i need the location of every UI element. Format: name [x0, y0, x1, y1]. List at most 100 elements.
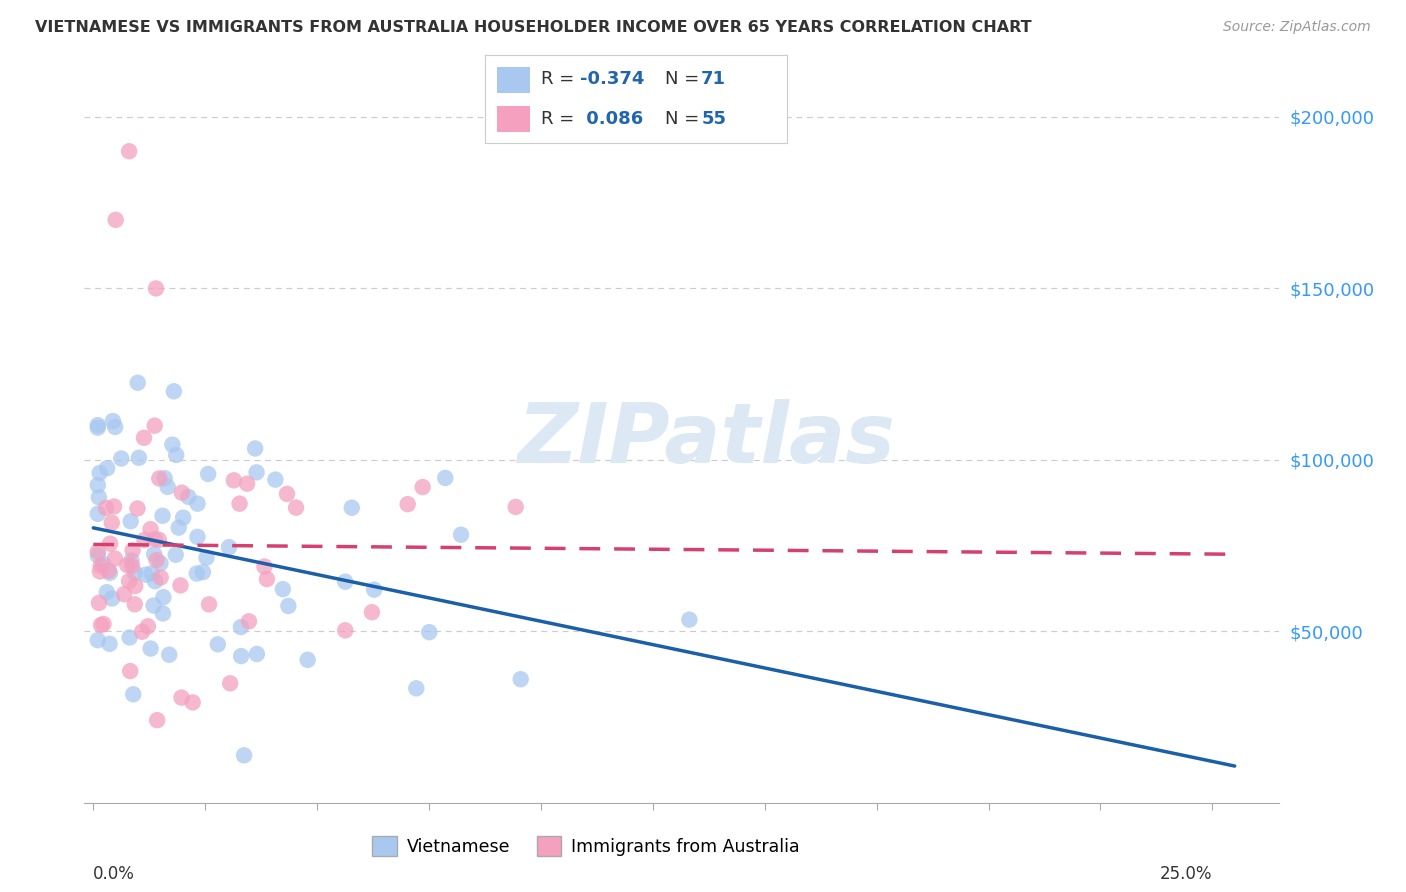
Point [131, 624, 153, 639]
Point [91, 557, 114, 571]
Point [118, 631, 141, 645]
Point [143, 533, 166, 547]
Point [253, 559, 276, 574]
Point [177, 490, 200, 504]
Text: ZIPatlas: ZIPatlas [517, 399, 894, 480]
Point [340, 500, 363, 515]
Point [222, 473, 245, 487]
Point [117, 558, 139, 573]
Point [87, 478, 110, 492]
Point [148, 471, 170, 485]
Point [170, 690, 193, 705]
Point [285, 500, 308, 515]
Point [136, 619, 159, 633]
Point [97, 564, 120, 578]
Point [187, 497, 209, 511]
Point [277, 599, 299, 613]
Point [678, 613, 700, 627]
Point [139, 522, 162, 536]
Text: N =: N = [665, 70, 704, 88]
Point [412, 480, 434, 494]
Point [141, 566, 163, 581]
Point [112, 587, 135, 601]
Point [121, 553, 143, 567]
Point [94, 500, 117, 515]
Point [233, 748, 256, 763]
Point [135, 567, 157, 582]
Text: 0.086: 0.086 [581, 110, 644, 128]
Point [124, 597, 146, 611]
Point [231, 649, 253, 664]
Point [256, 572, 278, 586]
Point [218, 540, 240, 554]
Point [172, 510, 194, 524]
Point [127, 376, 149, 390]
Point [124, 579, 146, 593]
Point [100, 516, 122, 530]
Point [509, 672, 531, 686]
Point [207, 637, 229, 651]
Point [87, 420, 110, 434]
Point [246, 647, 269, 661]
Point [104, 551, 127, 566]
Point [195, 550, 218, 565]
Point [89, 466, 111, 480]
Point [96, 461, 118, 475]
Point [229, 620, 252, 634]
Point [363, 582, 385, 597]
Point [165, 448, 187, 462]
Point [156, 480, 179, 494]
Point [98, 566, 121, 580]
Point [198, 598, 221, 612]
Point [335, 624, 357, 638]
Point [181, 695, 204, 709]
Point [87, 418, 110, 433]
Point [87, 490, 110, 504]
Point [121, 558, 143, 573]
Text: R =: R = [541, 70, 581, 88]
Point [118, 145, 141, 159]
Point [149, 570, 172, 584]
Text: N =: N = [665, 110, 704, 128]
Point [228, 497, 250, 511]
Point [149, 556, 172, 570]
Text: 71: 71 [702, 70, 727, 88]
Point [143, 574, 166, 589]
Point [505, 500, 527, 514]
Point [405, 681, 427, 696]
Point [93, 617, 115, 632]
Point [276, 487, 298, 501]
Point [145, 281, 167, 295]
Point [236, 476, 259, 491]
Text: 25.0%: 25.0% [1160, 864, 1212, 882]
Point [118, 574, 141, 589]
Point [104, 420, 127, 434]
Point [110, 451, 132, 466]
Point [163, 384, 186, 399]
Text: -0.374: -0.374 [581, 70, 645, 88]
Point [101, 414, 124, 428]
Point [186, 566, 208, 581]
Point [148, 533, 170, 547]
Point [146, 713, 169, 727]
Point [145, 553, 167, 567]
Point [152, 590, 174, 604]
Point [418, 625, 440, 640]
Point [245, 466, 267, 480]
Point [87, 507, 110, 521]
Point [122, 687, 145, 701]
Point [165, 548, 187, 562]
Text: R =: R = [541, 110, 581, 128]
Point [238, 615, 260, 629]
Point [103, 500, 125, 514]
Point [219, 676, 242, 690]
Point [96, 585, 118, 599]
Point [121, 543, 143, 558]
Point [152, 607, 174, 621]
Point [124, 566, 146, 580]
Text: 55: 55 [702, 110, 727, 128]
Legend: Vietnamese, Immigrants from Australia: Vietnamese, Immigrants from Australia [366, 830, 807, 863]
Point [243, 442, 266, 456]
Point [434, 471, 457, 485]
Point [167, 521, 190, 535]
